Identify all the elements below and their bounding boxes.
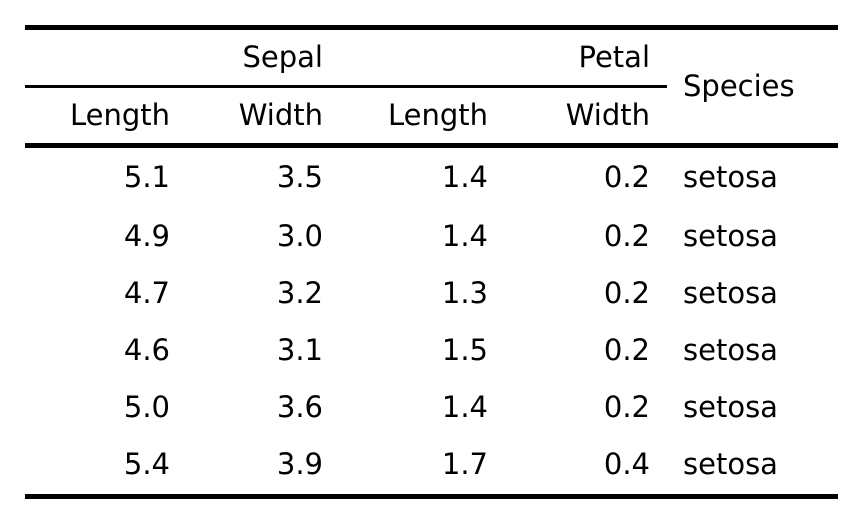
cell-sepal-length: 5.4 xyxy=(123,447,170,482)
cell-sepal-width: 3.0 xyxy=(276,219,323,254)
cell-species: setosa xyxy=(683,276,778,311)
cell-petal-width: 0.2 xyxy=(603,276,650,311)
cell-sepal-length: 5.1 xyxy=(123,160,170,195)
table-row: 5.0 3.6 1.4 0.2 setosa xyxy=(25,380,838,437)
column-header-petal-length: Length xyxy=(340,86,505,148)
iris-data-table: Sepal Petal Species Length Width Length … xyxy=(25,30,838,494)
spanner-row: Sepal Petal Species xyxy=(25,30,838,148)
cell-petal-length: 1.5 xyxy=(441,333,488,368)
cell-sepal-width: 3.2 xyxy=(276,276,323,311)
column-header-petal-width: Width xyxy=(505,86,667,148)
spanner-petal: Petal xyxy=(340,30,667,88)
cell-petal-length: 1.4 xyxy=(441,390,488,425)
table-row: 4.6 3.1 1.5 0.2 setosa xyxy=(25,323,838,380)
column-header-sepal-width: Width xyxy=(187,86,340,148)
iris-table: Sepal Petal Species Length Width Length … xyxy=(25,25,838,499)
cell-species: setosa xyxy=(683,447,778,482)
cell-species: setosa xyxy=(683,333,778,368)
cell-petal-width: 0.2 xyxy=(603,219,650,254)
cell-sepal-length: 5.0 xyxy=(123,390,170,425)
cell-petal-width: 0.2 xyxy=(603,333,650,368)
column-header-species: Species xyxy=(667,30,838,148)
table-row: 5.4 3.9 1.7 0.4 setosa xyxy=(25,437,838,494)
cell-petal-width: 0.2 xyxy=(603,390,650,425)
table-header: Sepal Petal Species Length Width Length … xyxy=(25,30,838,148)
cell-sepal-width: 3.1 xyxy=(276,333,323,368)
cell-petal-length: 1.7 xyxy=(441,447,488,482)
cell-species: setosa xyxy=(683,160,778,195)
table-row: 4.9 3.0 1.4 0.2 setosa xyxy=(25,209,838,266)
cell-species: setosa xyxy=(683,219,778,254)
cell-petal-length: 1.4 xyxy=(441,160,488,195)
cell-sepal-length: 4.7 xyxy=(123,276,170,311)
cell-sepal-length: 4.9 xyxy=(123,219,170,254)
cell-sepal-width: 3.6 xyxy=(276,390,323,425)
cell-sepal-width: 3.9 xyxy=(276,447,323,482)
cell-sepal-length: 4.6 xyxy=(123,333,170,368)
table-body: 5.1 3.5 1.4 0.2 setosa 4.9 3.0 1.4 0.2 s… xyxy=(25,146,838,494)
spanner-sepal: Sepal xyxy=(25,30,340,88)
cell-petal-length: 1.4 xyxy=(441,219,488,254)
column-header-sepal-length: Length xyxy=(25,86,187,148)
table-row: 4.7 3.2 1.3 0.2 setosa xyxy=(25,266,838,323)
cell-petal-width: 0.2 xyxy=(603,160,650,195)
cell-petal-length: 1.3 xyxy=(441,276,488,311)
cell-sepal-width: 3.5 xyxy=(276,160,323,195)
cell-species: setosa xyxy=(683,390,778,425)
subheader-row: Length Width Length Width xyxy=(25,86,838,148)
table-row: 5.1 3.5 1.4 0.2 setosa xyxy=(25,146,838,209)
cell-petal-width: 0.4 xyxy=(603,447,650,482)
